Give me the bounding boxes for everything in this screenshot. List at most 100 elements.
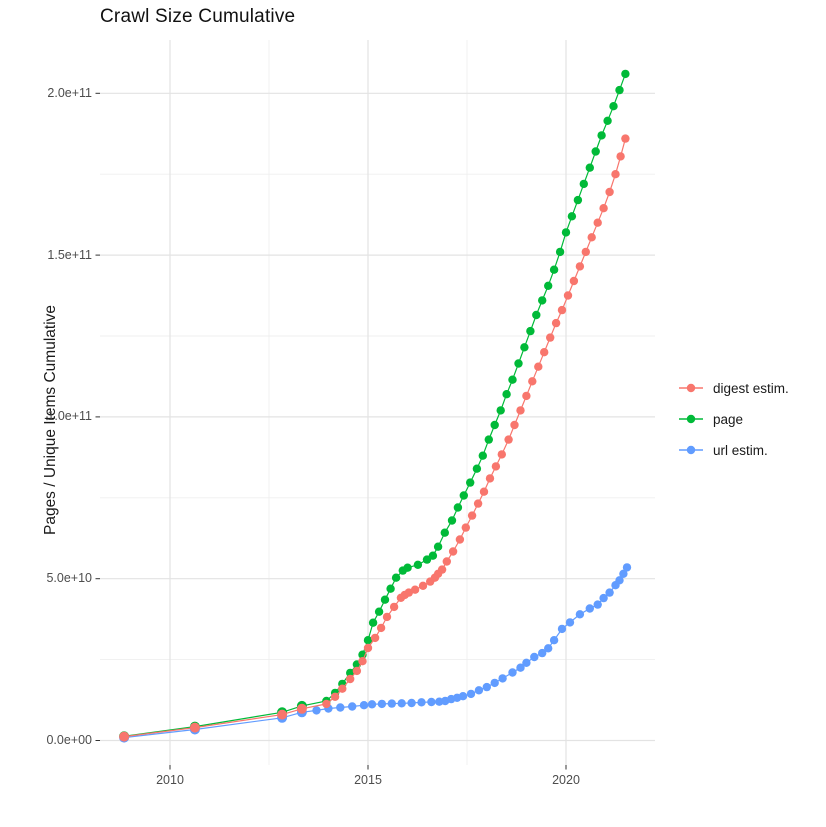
data-point-page [440, 528, 449, 537]
data-point-page [532, 310, 541, 320]
data-point-url-estim- [498, 674, 507, 683]
data-point-page [413, 560, 423, 569]
data-point-digest-estim- [497, 450, 506, 459]
data-point-url-estim- [565, 618, 575, 627]
data-point-digest-estim- [621, 134, 630, 143]
data-point-digest-estim- [528, 377, 537, 386]
data-point-url-estim- [482, 682, 491, 692]
data-point-digest-estim- [189, 722, 200, 733]
data-point-digest-estim- [522, 391, 531, 401]
x-tick-label: 2015 [354, 773, 382, 787]
data-point-page [447, 516, 457, 525]
data-point-page [579, 179, 588, 189]
data-point-url-estim- [585, 604, 594, 613]
legend-label: page [713, 411, 744, 427]
data-point-page [573, 195, 583, 205]
data-point-url-estim- [474, 686, 484, 695]
data-point-page [538, 296, 547, 305]
data-point-page [363, 636, 373, 645]
data-point-url-estim- [530, 652, 539, 662]
data-point-digest-estim- [599, 204, 608, 213]
legend-key-icon [679, 445, 703, 455]
data-point-digest-estim- [119, 731, 130, 742]
data-point-digest-estim- [448, 547, 458, 556]
data-point-page [472, 464, 482, 473]
y-tick-label: 5.0e+10 [46, 571, 92, 586]
data-point-digest-estim- [557, 305, 567, 315]
data-point-url-estim- [348, 702, 357, 711]
legend-item-url-estim: url estim. [678, 440, 789, 460]
data-point-digest-estim- [616, 152, 625, 161]
data-point-digest-estim- [346, 674, 355, 684]
data-point-page [567, 212, 577, 221]
y-tick-label: 1.5e+11 [47, 247, 92, 262]
data-point-page [380, 595, 390, 604]
data-point-url-estim- [427, 697, 436, 707]
data-point-digest-estim- [455, 535, 465, 544]
data-point-digest-estim- [569, 276, 579, 286]
data-point-digest-estim- [491, 462, 501, 471]
data-point-digest-estim- [546, 333, 555, 342]
data-point-url-estim- [615, 576, 624, 585]
data-point-digest-estim- [605, 187, 614, 197]
data-point-page [508, 375, 517, 384]
data-point-digest-estim- [504, 435, 513, 444]
data-point-page [526, 326, 535, 336]
data-point-page [403, 563, 412, 572]
data-point-digest-estim- [382, 612, 392, 622]
data-point-page [478, 451, 487, 460]
data-point-url-estim- [619, 569, 628, 578]
data-point-url-estim- [599, 593, 608, 603]
data-point-digest-estim- [510, 420, 519, 430]
data-point-page [422, 555, 432, 564]
data-point-url-estim- [312, 706, 321, 715]
data-point-page [346, 668, 355, 678]
data-point-page [490, 420, 499, 430]
data-point-digest-estim- [363, 643, 373, 653]
legend-label: digest estim. [713, 380, 789, 396]
data-point-page [597, 131, 606, 140]
data-point-page [514, 359, 523, 368]
data-point-url-estim- [377, 699, 387, 709]
data-point-digest-estim- [322, 699, 331, 709]
data-point-url-estim- [490, 678, 499, 688]
data-point-digest-estim- [611, 170, 620, 179]
data-point-url-estim- [458, 692, 468, 701]
data-point-page [544, 281, 553, 290]
data-point-url-estim- [549, 636, 559, 645]
legend-item-page: page [678, 409, 789, 429]
data-point-url-estim- [622, 563, 632, 572]
data-point-page [609, 102, 618, 111]
legend: digest estim. page url estim. [678, 378, 789, 460]
data-point-digest-estim- [358, 657, 367, 666]
data-point-digest-estim- [461, 523, 470, 532]
data-point-page [555, 247, 565, 257]
data-point-url-estim- [336, 703, 345, 712]
legend-key-icon [679, 414, 703, 424]
x-tick-label: 2010 [156, 773, 184, 787]
y-tick-label: 0.0e+00 [46, 733, 92, 747]
data-point-digest-estim- [593, 218, 602, 227]
data-point-page [585, 163, 594, 172]
data-point-page [466, 478, 475, 487]
data-point-url-estim- [575, 610, 585, 619]
data-point-digest-estim- [442, 557, 451, 566]
data-point-page [433, 542, 443, 551]
x-tick-label: 2020 [552, 773, 580, 787]
data-point-page [615, 85, 624, 95]
data-point-digest-estim- [376, 623, 386, 633]
data-point-digest-estim- [410, 585, 420, 594]
data-point-page [603, 116, 612, 126]
data-point-digest-estim- [563, 291, 573, 300]
data-point-url-estim- [516, 663, 525, 672]
data-point-digest-estim- [479, 487, 489, 496]
data-point-digest-estim- [581, 247, 590, 257]
y-tick-label: 1.0e+11 [47, 409, 92, 424]
data-point-page [484, 435, 493, 444]
data-point-digest-estim- [389, 602, 399, 612]
data-point-url-estim- [417, 698, 426, 707]
data-point-digest-estim- [370, 633, 380, 643]
data-point-digest-estim- [551, 318, 561, 328]
